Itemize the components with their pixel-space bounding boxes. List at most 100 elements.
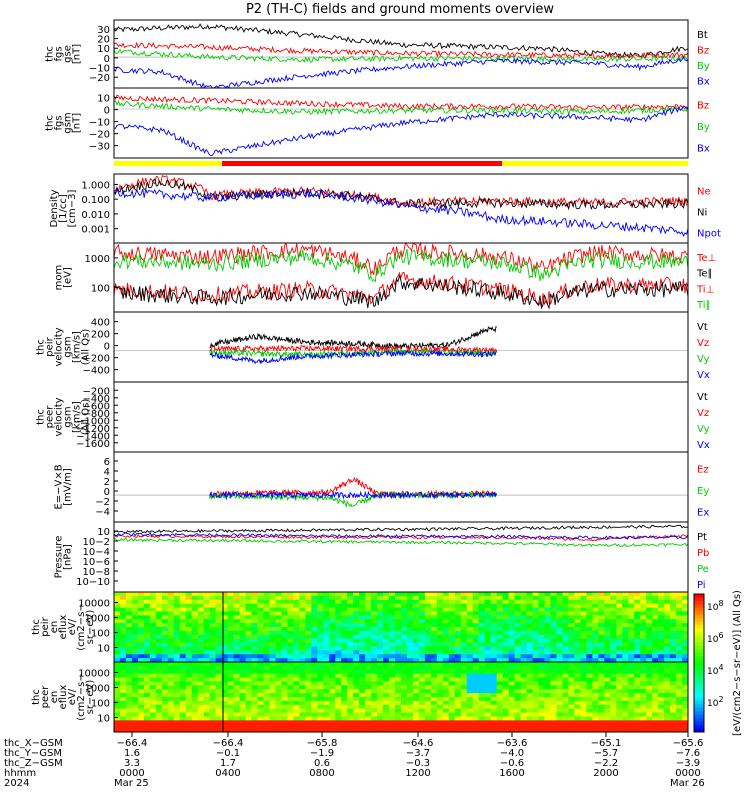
y-tick-label: 0 xyxy=(104,54,110,65)
xaxis-year: 2024 xyxy=(4,778,29,789)
colorbar-tick: 104 xyxy=(707,663,724,677)
y-tick-label: 2 xyxy=(104,477,110,488)
colorbar-cell xyxy=(694,663,704,667)
ylabel-line: [nT] xyxy=(72,113,83,133)
legend-Ex: Ex xyxy=(697,507,709,518)
legend-Bz: Bz xyxy=(697,101,709,112)
colorbar-cell xyxy=(694,707,704,712)
y-tick-label: 400 xyxy=(91,318,110,329)
ylabel-line: [1/cc] xyxy=(58,194,69,223)
ylabel-line: eflux xyxy=(58,615,69,640)
ylabel-line: fgs xyxy=(54,115,65,130)
y-tick-label: −1400 xyxy=(76,431,110,442)
colorbar-cell xyxy=(694,714,704,719)
panel-8: Pressure[nPa]1010−210−410−610−810−10PtPb… xyxy=(54,521,709,593)
panel-frame xyxy=(113,661,689,733)
series-Bx xyxy=(113,105,689,157)
ylabel-line: eV/ xyxy=(67,618,78,635)
legend-Te⊥: Te⊥ xyxy=(696,253,716,264)
colorbar-cell xyxy=(694,676,704,681)
colorbar-cell xyxy=(694,600,704,605)
y-tick-label: 10 xyxy=(97,44,110,55)
colorbar-cell xyxy=(694,683,704,688)
xaxis-value: 0000 xyxy=(119,768,144,779)
colorbar-cell xyxy=(694,618,704,623)
legend-Pb: Pb xyxy=(697,548,709,559)
colorbar-cell xyxy=(694,711,704,716)
xaxis-date-end: Mar 26 xyxy=(670,778,705,789)
y-tick-label: −1000 xyxy=(76,416,110,427)
xaxis-value: −3.9 xyxy=(676,758,700,769)
legend: Vt Vz Vy Vx xyxy=(697,322,710,381)
legend-Ti∥: Ti∥ xyxy=(696,300,711,311)
y-tick-labels: −200−400−600−800−1000−1200−1400−1600 xyxy=(76,386,118,450)
colorbar-cell xyxy=(694,628,704,633)
series-By xyxy=(113,48,689,63)
legend-Bz: Bz xyxy=(697,45,709,56)
ylabel-line: eV/ xyxy=(67,688,78,705)
xaxis-value: −0.3 xyxy=(406,758,430,769)
y-tick-label: −600 xyxy=(83,401,110,412)
y-tick-label: −20 xyxy=(89,73,110,84)
ylabel-line: gse xyxy=(63,45,74,63)
y-tick-label: 200 xyxy=(91,330,110,341)
colorbar-cell xyxy=(694,621,704,626)
ylabel-line: thc xyxy=(45,46,56,62)
legend-Ne: Ne xyxy=(697,187,711,198)
legend-Vy: Vy xyxy=(697,354,710,365)
panel-10: thcpeerenefluxeV/(cm2−s−sr−eV)1000010001… xyxy=(31,661,689,733)
y-tick-labels: 10000 1000 100 10 xyxy=(78,669,118,725)
colorbar-cell xyxy=(694,631,704,636)
y-tick-label: 10−10 xyxy=(76,577,110,588)
xaxis-value: −5.7 xyxy=(594,748,618,759)
legend-Vz: Vz xyxy=(697,338,709,349)
colorbar-cell xyxy=(694,652,704,657)
xaxis-value: −2.2 xyxy=(594,758,618,769)
y-tick-label: −400 xyxy=(83,366,110,377)
y-tick-label: 10000 xyxy=(78,599,110,610)
xaxis-value: −0.1 xyxy=(216,748,240,759)
ylabel-line: fgs xyxy=(54,46,65,61)
colorbar-cell xyxy=(694,614,704,619)
ylabel-line: sr−eV) xyxy=(85,610,96,645)
legend: Vt Vz Vy Vx xyxy=(697,392,710,451)
ylabel-line: thc xyxy=(31,689,42,705)
xaxis-date-start: Mar 25 xyxy=(114,778,149,789)
ylabel-line: (cm2−s− xyxy=(76,673,87,720)
colorbar-cell xyxy=(694,666,704,671)
xaxis-value: 0.6 xyxy=(314,758,330,769)
xaxis-value: −4.0 xyxy=(500,748,524,759)
y-tick-label: 100 xyxy=(91,629,110,640)
legend-Ti⊥: Ti⊥ xyxy=(696,284,714,295)
colorbar-cell xyxy=(694,697,704,702)
colorbar-cell xyxy=(694,604,704,609)
series-Ti⊥ xyxy=(113,241,688,276)
xaxis-value: 1.7 xyxy=(220,758,236,769)
y-tick-label: −1600 xyxy=(76,439,110,450)
colorbar-cell xyxy=(694,659,704,664)
colorbar-cell xyxy=(694,673,704,678)
colorbar-cell xyxy=(694,669,704,674)
xaxis-value: 0800 xyxy=(309,768,334,779)
mode-bar-yellow-right xyxy=(502,161,688,166)
xaxis-value: 2000 xyxy=(593,768,618,779)
y-tick-label: 0 xyxy=(104,342,110,353)
y-tick-label: −30 xyxy=(89,142,110,153)
xaxis-value: −66.4 xyxy=(213,738,244,749)
y-tick-label: 0 xyxy=(104,487,110,498)
xaxis-value: −65.6 xyxy=(673,738,704,749)
colorbar-label: [eV/(cm2−s−sr−eV)] (All Qs) xyxy=(732,590,743,736)
mode-bar-red xyxy=(222,161,502,166)
ylabel-line: velocity xyxy=(54,327,65,366)
energy-flux-colorbar: 108 106 104 102 [eV/(cm2−s−sr−eV)] (All Qs) xyxy=(693,590,743,736)
legend-Vt: Vt xyxy=(697,392,708,403)
xaxis-value: −65.1 xyxy=(591,738,622,749)
xaxis-value: 1.6 xyxy=(124,748,140,759)
ylabel-line: [km/s] xyxy=(72,331,83,363)
